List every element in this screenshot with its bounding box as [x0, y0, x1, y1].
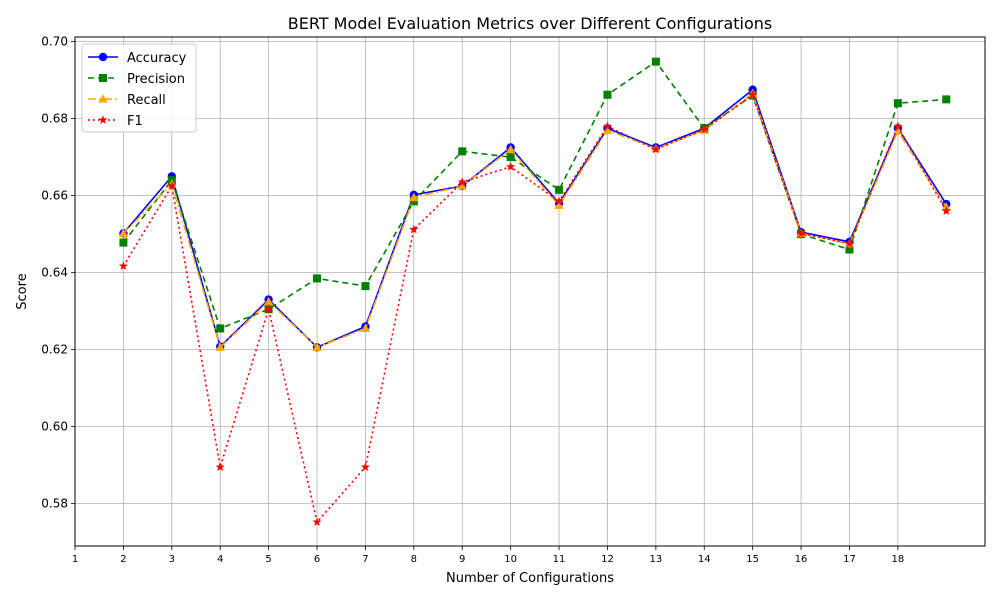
- data-point-precision: [361, 282, 370, 291]
- data-point-f1: [844, 238, 855, 248]
- data-point-f1: [554, 196, 564, 206]
- data-point-recall: [893, 126, 903, 135]
- data-point-recall: [602, 125, 613, 134]
- data-point-precision: [409, 197, 418, 206]
- data-point-precision: [458, 147, 467, 156]
- chart-title: BERT Model Evaluation Metrics over Diffe…: [288, 14, 773, 33]
- x-tick-label: 9: [459, 554, 465, 565]
- data-point-recall: [457, 181, 467, 190]
- data-point-f1: [167, 181, 177, 190]
- data-point-precision: [119, 238, 128, 247]
- y-tick-label: 0.68: [41, 112, 68, 126]
- x-tick-label: 13: [649, 554, 662, 565]
- data-point-precision: [603, 90, 612, 99]
- y-tick-label: 0.62: [41, 343, 68, 357]
- x-tick-label: 17: [843, 554, 856, 565]
- x-tick-label: 10: [504, 554, 517, 565]
- data-point-precision: [506, 153, 515, 162]
- data-point-f1: [941, 206, 951, 215]
- data-point-precision: [651, 57, 660, 66]
- data-point-recall: [215, 342, 225, 351]
- data-point-recall: [118, 228, 129, 237]
- data-point-recall: [554, 200, 564, 209]
- data-point-f1: [360, 462, 370, 471]
- data-point-f1: [748, 89, 758, 99]
- x-tick-label: 7: [362, 554, 368, 565]
- data-point-precision: [216, 324, 225, 333]
- x-tick-label: 6: [314, 554, 320, 565]
- x-axis-label: Number of Configurations: [446, 571, 614, 586]
- x-tick-label: 16: [795, 554, 808, 565]
- legend-swatch-marker: [98, 52, 108, 62]
- data-point-f1: [796, 228, 806, 238]
- y-tick-label: 0.64: [41, 266, 68, 280]
- x-tick-label: 12: [601, 554, 614, 565]
- data-point-recall: [506, 144, 516, 154]
- data-point-recall: [360, 323, 371, 333]
- y-tick-label: 0.58: [41, 497, 68, 511]
- legend-swatch-marker: [98, 115, 108, 124]
- data-point-precision: [942, 95, 951, 104]
- data-point-f1: [602, 121, 613, 131]
- x-tick-label: 1: [72, 554, 78, 565]
- data-point-f1: [215, 462, 225, 471]
- x-tick-label: 5: [265, 554, 271, 565]
- legend-label: Precision: [127, 72, 185, 87]
- x-tick-label: 4: [217, 554, 223, 565]
- series-precision: [119, 57, 951, 333]
- x-tick-label: 14: [698, 554, 711, 565]
- data-point-recall: [264, 296, 274, 306]
- legend-swatch-marker: [98, 94, 108, 103]
- data-point-f1: [118, 261, 128, 270]
- series-group: [118, 57, 951, 527]
- data-point-precision: [893, 99, 902, 108]
- data-point-precision: [555, 185, 564, 194]
- x-tick-label: 2: [120, 554, 126, 565]
- x-tick-label: 11: [553, 554, 566, 565]
- data-point-recall: [409, 192, 419, 202]
- x-tick-label: 18: [892, 554, 905, 565]
- data-point-f1: [651, 144, 661, 154]
- series-line-f1: [122, 93, 947, 524]
- data-point-f1: [893, 121, 903, 131]
- legend: Accuracy Precision Recall F1: [81, 43, 197, 133]
- series-line-accuracy: [122, 88, 947, 349]
- data-point-precision: [845, 245, 854, 254]
- plot-area-frame: [74, 36, 986, 547]
- data-point-f1: [312, 517, 322, 527]
- y-tick-label: 0.60: [41, 420, 68, 434]
- series-f1: [118, 89, 951, 527]
- data-point-f1: [457, 177, 467, 187]
- y-tick-label: 0.70: [41, 35, 68, 49]
- grid: [75, 37, 985, 546]
- data-point-recall: [312, 342, 322, 351]
- legend-label: Recall: [127, 93, 166, 108]
- data-point-precision: [313, 274, 322, 283]
- data-point-f1: [506, 161, 516, 171]
- y-tick-label: 0.66: [41, 189, 68, 203]
- legend-swatch-marker: [99, 74, 107, 82]
- y-axis-label: Score: [15, 273, 30, 309]
- legend-box: [81, 43, 197, 133]
- data-point-f1: [264, 304, 274, 314]
- legend-label: F1: [127, 114, 143, 129]
- data-point-f1: [699, 124, 709, 134]
- x-tick-label: 8: [411, 554, 417, 565]
- data-point-f1: [409, 224, 419, 234]
- x-tick-label: 3: [169, 554, 175, 565]
- legend-label: Accuracy: [127, 51, 187, 66]
- axis-ticks: 1 2 3 4 5 6 7 8 9 10 11 12 13 14 15 16 17 180.580.600.620…: [41, 35, 904, 565]
- x-tick-label: 15: [746, 554, 759, 565]
